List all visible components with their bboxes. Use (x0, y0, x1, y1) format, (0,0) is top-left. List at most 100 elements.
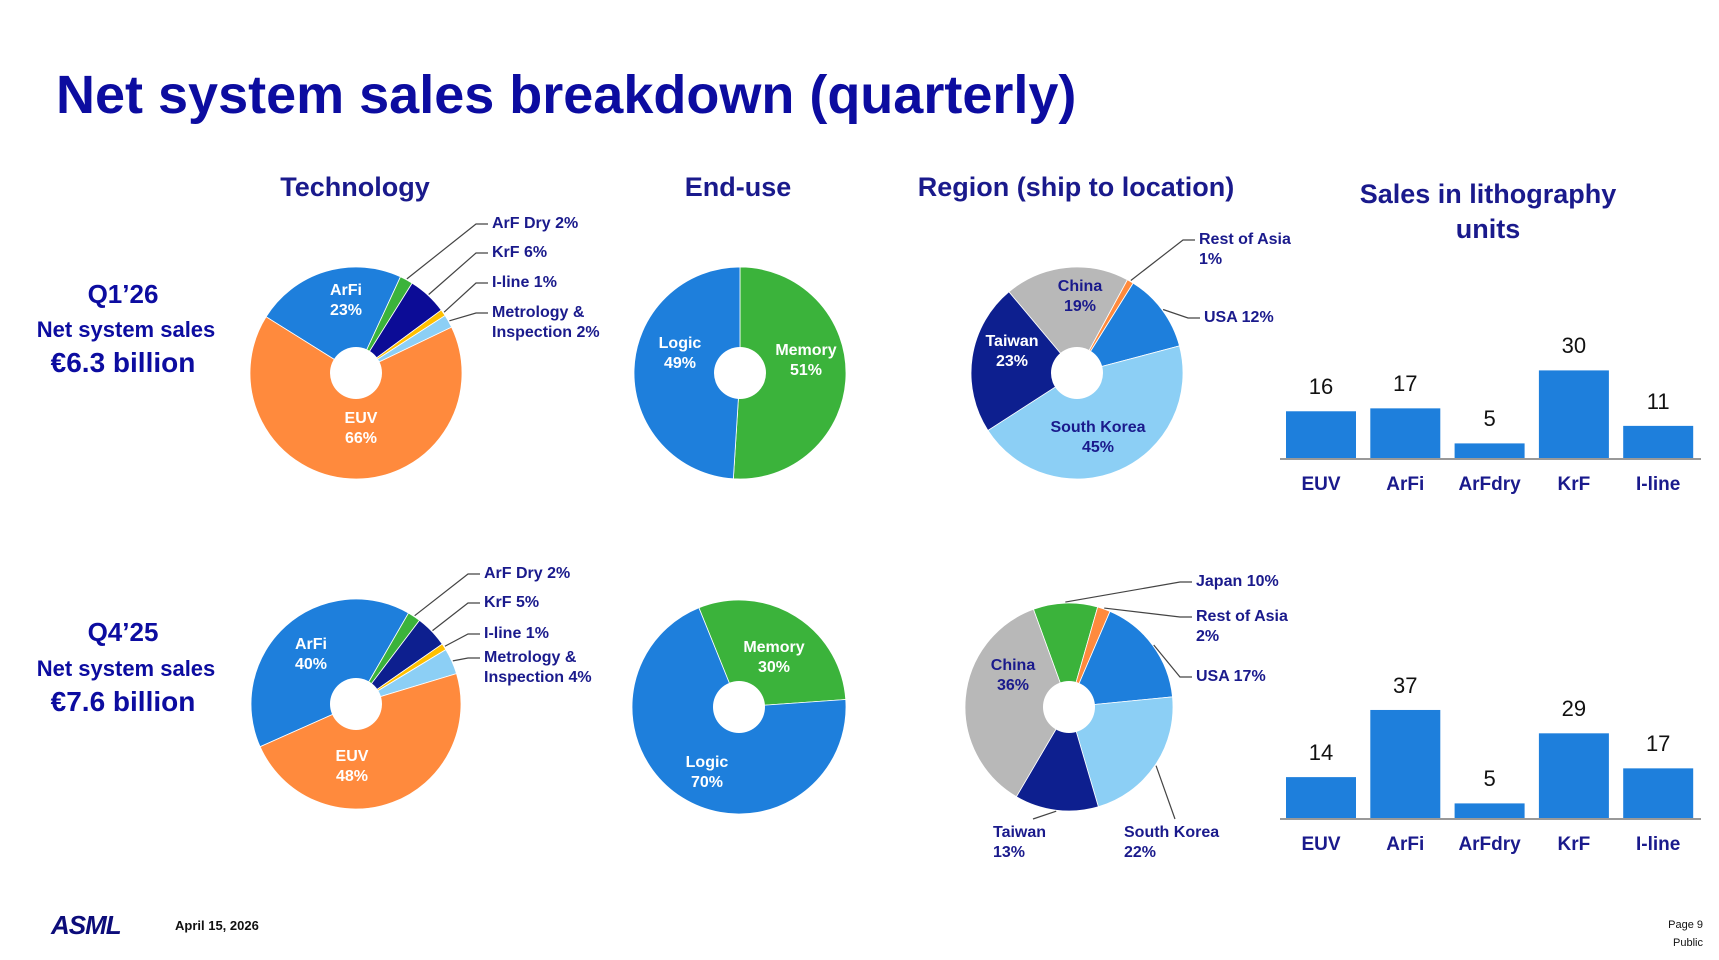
slice-name: I-line (492, 274, 530, 291)
x-tick-label: I-line (1636, 474, 1681, 495)
pie-slice (970, 291, 1078, 431)
pie-slice (1068, 610, 1173, 708)
slice-name: Taiwan (985, 333, 1039, 350)
slice-value: 30% (757, 659, 791, 676)
donut-hole (714, 347, 766, 399)
slice-name: South Korea (1124, 824, 1220, 841)
pie-slice (633, 266, 741, 480)
logo: ASML (51, 910, 122, 940)
slice-value: 17% (1233, 668, 1266, 685)
slice-label: Memory 30% (704, 638, 844, 678)
slice-label: Memory 51% (736, 341, 876, 381)
donut-hole (1043, 681, 1095, 733)
bar (1286, 777, 1356, 818)
slice-label: EUV 48% (282, 747, 422, 787)
slice-value: 6% (524, 244, 548, 261)
footer-date: April 15, 2026 (175, 918, 259, 933)
slice-label: Japan 10% (1196, 572, 1396, 592)
bar-value-label: 11 (1646, 388, 1670, 414)
bar (1454, 443, 1525, 458)
bar-value-label: 29 (1561, 696, 1587, 722)
slice-value: 2% (547, 565, 571, 582)
slice-label: USA 17% (1196, 667, 1396, 687)
slice-label: KrF 5% (484, 593, 684, 613)
slice-name: Rest of Asia (1196, 608, 1288, 625)
slice-label: I-line 1% (484, 624, 684, 644)
bar (1286, 411, 1356, 458)
slice-value: 4% (568, 669, 592, 686)
slice-value: 2% (576, 324, 600, 341)
slice-label: Rest of Asia 1% (1199, 230, 1299, 270)
slice-value: 12% (1241, 309, 1274, 326)
pie-slice (265, 266, 401, 374)
footer-page: Page 9 (1668, 919, 1703, 931)
slice-name: ArF Dry (484, 565, 543, 582)
slice-label: ArF Dry 2% (484, 564, 684, 584)
leader-line (452, 657, 480, 662)
slice-label: KrF 6% (492, 243, 692, 263)
x-tick-label: ArFi (1386, 474, 1425, 495)
bar-value-label: 17 (1393, 371, 1418, 397)
bar-value-label: 5 (1483, 766, 1496, 792)
bar (1370, 408, 1441, 458)
slice-value: 51% (789, 362, 823, 379)
slice-value: 66% (344, 430, 378, 447)
footer-classification: Public (1673, 937, 1703, 949)
slice-label: ArFi 23% (276, 281, 416, 321)
leader-line (1065, 581, 1192, 603)
row-quarter: Q4’25 (87, 617, 159, 647)
slide-title: Net system sales breakdown (quarterly) (56, 65, 1077, 125)
leader-line (1104, 607, 1192, 618)
x-tick-label: KrF (1557, 834, 1591, 855)
slice-value: 10% (1246, 573, 1279, 590)
pie-slice (964, 608, 1070, 798)
slice-name: China (990, 657, 1036, 674)
donut-hole (330, 347, 382, 399)
leader-line (406, 223, 488, 280)
x-tick-label: I-line (1636, 834, 1681, 855)
slice-label: China 19% (1010, 277, 1150, 317)
bar (1623, 768, 1694, 818)
slice-label: EUV 66% (291, 409, 431, 449)
pie-slice (1015, 706, 1099, 812)
pie-slice (259, 673, 462, 810)
slice-name: ArFi (330, 282, 362, 299)
slice-name: ArFi (295, 636, 327, 653)
slice-label: ArF Dry 2% (492, 214, 692, 234)
leader-line (449, 312, 488, 322)
leader-line (414, 573, 480, 617)
x-tick-label: ArFi (1386, 834, 1425, 855)
slice-name: Rest of Asia (1199, 231, 1291, 248)
leader-line (428, 252, 488, 295)
bar-value-label: 16 (1308, 374, 1334, 400)
donut-hole (713, 681, 765, 733)
x-tick-label: EUV (1301, 834, 1341, 855)
leader-line (1130, 239, 1195, 281)
row-label: Net system sales (36, 656, 216, 681)
slice-value: 23% (329, 302, 363, 319)
column-header: Technology (280, 172, 430, 202)
slice-label: Taiwan 13% (993, 823, 1063, 863)
slice-name: EUV (344, 410, 378, 427)
slice-name: USA (1196, 668, 1230, 685)
leader-line (444, 633, 480, 647)
slice-label: Rest of Asia 2% (1196, 607, 1296, 647)
slice-name: Taiwan (993, 824, 1047, 841)
slice-label: I-line 1% (492, 273, 692, 293)
x-tick-label: ArFdry (1458, 474, 1521, 495)
slice-value: 1% (1199, 251, 1223, 268)
bar-value-label: 5 (1483, 406, 1496, 432)
slice-name: EUV (335, 748, 369, 765)
column-header: Region (ship to location) (917, 172, 1235, 202)
slice-name: Metrology & Inspection (484, 649, 577, 686)
column-header: Sales in lithography units (1359, 179, 1617, 244)
donut-hole (330, 678, 382, 730)
row-amount: €7.6 billion (50, 686, 196, 717)
bar-value-label: 17 (1645, 731, 1671, 757)
slice-value: 36% (996, 677, 1030, 694)
leader-line (1162, 308, 1200, 319)
bar (1454, 803, 1525, 818)
leader-line (1032, 810, 1057, 820)
